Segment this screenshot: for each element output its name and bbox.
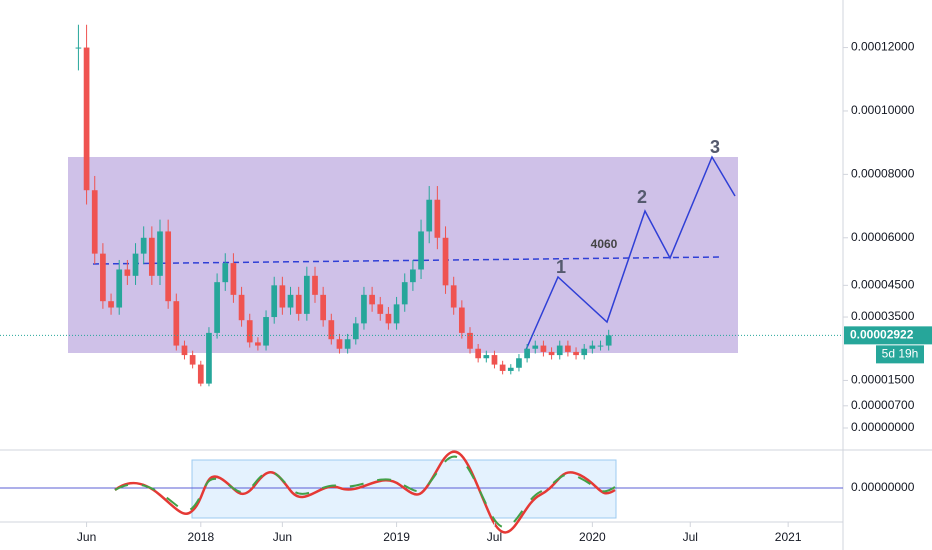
- candle-body: [189, 355, 196, 365]
- candle-body: [540, 345, 547, 352]
- y-tick-label: 0.00003500: [851, 309, 915, 323]
- candle-body: [565, 345, 571, 352]
- candle-body: [344, 339, 351, 349]
- candle-body: [279, 285, 286, 308]
- indicator-macd: [114, 455, 616, 529]
- wave-label: 1: [556, 257, 566, 277]
- indicator-signal: [114, 450, 616, 534]
- candle-body: [401, 282, 408, 305]
- candle-body: [255, 342, 261, 346]
- candle-body: [516, 358, 522, 368]
- range-box: [68, 157, 738, 353]
- candle-body: [157, 231, 163, 276]
- x-tick-label: Jul: [683, 530, 698, 544]
- candle-body: [458, 307, 465, 333]
- candle-body: [230, 263, 237, 295]
- wave-projection: [524, 155, 736, 353]
- candle-body: [181, 345, 188, 356]
- wave-label: 3: [710, 137, 720, 157]
- candle-body: [312, 275, 318, 295]
- x-tick-label: 2021: [775, 530, 802, 544]
- candle-body: [214, 282, 220, 333]
- candle-body: [450, 285, 457, 308]
- candle-body: [100, 253, 106, 302]
- y-tick-label: 0.00001500: [851, 373, 915, 387]
- candle-body: [369, 294, 375, 305]
- candle-body: [206, 332, 212, 384]
- candle-body: [426, 199, 433, 232]
- candle-body: [393, 304, 400, 324]
- candle-body: [132, 253, 139, 276]
- candle-body: [287, 294, 294, 308]
- candle-body: [507, 367, 514, 371]
- y-tick-label: 0.00008000: [851, 167, 915, 181]
- indicator-tick-label: 0.00000000: [851, 480, 915, 494]
- candle-body: [336, 339, 343, 349]
- candle-body: [116, 269, 123, 308]
- candle-body: [75, 47, 82, 49]
- candle-body: [295, 294, 302, 314]
- y-tick-label: 0.00006000: [851, 230, 915, 244]
- candle-body: [589, 345, 596, 349]
- candle-body: [352, 323, 359, 340]
- candle-body: [140, 237, 147, 254]
- candle-body: [418, 231, 424, 270]
- candle-body: [238, 294, 245, 321]
- candle-body: [385, 313, 392, 324]
- x-tick-label: Jun: [77, 530, 96, 544]
- candle-body: [222, 263, 229, 283]
- x-tick-label: 2020: [579, 530, 606, 544]
- candle-body: [532, 345, 539, 349]
- candle-body: [377, 304, 384, 314]
- trend-line: [92, 256, 721, 265]
- candle-body: [581, 348, 588, 356]
- candle-body: [197, 364, 204, 384]
- candle-body: [320, 294, 327, 321]
- candle-body: [556, 345, 563, 356]
- countdown-box: [876, 345, 924, 364]
- y-tick-label: 0.00012000: [851, 40, 915, 54]
- y-tick-label: 0.00010000: [851, 103, 915, 117]
- y-tick-label: 0.00000000: [851, 420, 915, 434]
- y-tick-label: 0.00000700: [851, 398, 915, 412]
- candle-body: [246, 320, 253, 343]
- candle-body: [361, 294, 367, 324]
- candle-body: [605, 335, 612, 346]
- candle-body: [271, 285, 278, 318]
- candle-body: [108, 301, 114, 308]
- candle-body: [410, 269, 416, 283]
- candle-body: [499, 364, 506, 371]
- wave-label: 2: [637, 187, 647, 207]
- x-tick-label: Jul: [487, 530, 502, 544]
- candle-body: [124, 269, 131, 276]
- x-tick-label: 2018: [187, 530, 214, 544]
- candle-body: [483, 355, 490, 359]
- candle-body: [475, 348, 482, 359]
- candle-body: [91, 190, 98, 254]
- last-price-box: [844, 326, 932, 345]
- candle-body: [328, 320, 335, 340]
- candle-body: [442, 237, 449, 286]
- candle-body: [303, 275, 310, 314]
- candle-body: [597, 345, 604, 347]
- candle-body: [148, 237, 155, 276]
- candle-body: [434, 199, 441, 238]
- candle-body: [173, 301, 180, 346]
- countdown-label: 5d 19h: [882, 347, 919, 361]
- last-price-label: 0.00002922: [850, 328, 914, 342]
- candle-body: [263, 317, 269, 346]
- candle-body: [548, 351, 555, 356]
- candle-body: [467, 332, 473, 349]
- x-tick-label: Jun: [273, 530, 292, 544]
- level-label: 4060: [591, 237, 618, 251]
- x-tick-label: 2019: [383, 530, 410, 544]
- candle-body: [83, 47, 90, 191]
- candle-body: [573, 351, 579, 356]
- candle-body: [491, 355, 498, 365]
- y-tick-label: 0.00004500: [851, 278, 915, 292]
- candle-body: [524, 348, 530, 359]
- candle-body: [165, 231, 172, 302]
